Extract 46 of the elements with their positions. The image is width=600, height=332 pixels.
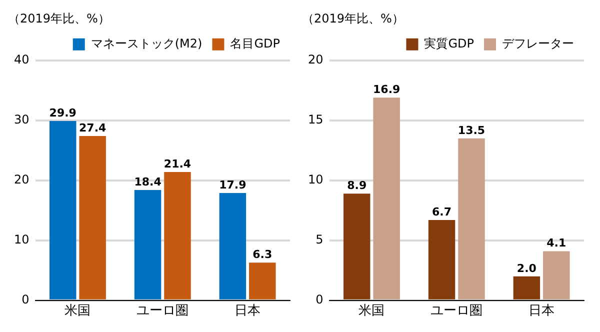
x-tick-label: 米国 [64, 304, 91, 319]
y-tick-label: 30 [14, 112, 30, 127]
bar [428, 220, 456, 300]
data-label: 8.9 [347, 178, 367, 192]
data-label: 2.0 [516, 262, 537, 275]
x-tick-label: 米国 [358, 304, 385, 319]
data-label: 21.4 [164, 157, 192, 170]
bar [543, 251, 570, 300]
data-label: 16.9 [373, 82, 400, 96]
bar [513, 276, 540, 300]
data-label: 13.5 [458, 124, 486, 137]
y-tick-label: 15 [308, 112, 324, 127]
y-tick-label: 20 [14, 172, 30, 187]
bar [249, 262, 276, 300]
y-tick-label: 10 [308, 172, 324, 187]
bar [373, 98, 400, 300]
data-label: 17.9 [219, 178, 246, 192]
y-tick-label: 10 [14, 232, 30, 247]
x-tick-label: ユーロ圏 [430, 304, 483, 319]
legend-label: 名目GDP [230, 36, 280, 51]
bar [343, 194, 370, 300]
x-tick-label: 日本 [234, 304, 261, 319]
y-tick-label: 40 [14, 52, 30, 67]
bar [79, 136, 106, 300]
bar [219, 193, 246, 300]
legend-label: デフレーター [502, 36, 574, 51]
x-tick-label: 日本 [528, 304, 555, 319]
bar [164, 172, 191, 300]
bar [458, 138, 485, 300]
data-label: 27.4 [79, 121, 106, 134]
bar [134, 190, 162, 300]
y-axis-title: （2019年比、%） [8, 11, 110, 26]
data-label: 6.7 [432, 205, 452, 218]
data-label: 6.3 [252, 248, 272, 261]
y-tick-label: 0 [316, 292, 324, 307]
y-axis-title: （2019年比、%） [302, 11, 404, 26]
y-tick-label: 0 [22, 292, 30, 307]
bar [49, 121, 76, 300]
data-label: 18.4 [134, 175, 162, 188]
y-tick-label: 20 [308, 52, 324, 67]
data-label: 29.9 [49, 106, 76, 120]
legend-label: 実質GDP [424, 36, 474, 51]
data-label: 4.1 [546, 236, 566, 250]
y-tick-label: 5 [316, 232, 324, 247]
x-tick-label: ユーロ圏 [136, 304, 189, 319]
legend-label: マネーストック(M2) [90, 36, 202, 51]
